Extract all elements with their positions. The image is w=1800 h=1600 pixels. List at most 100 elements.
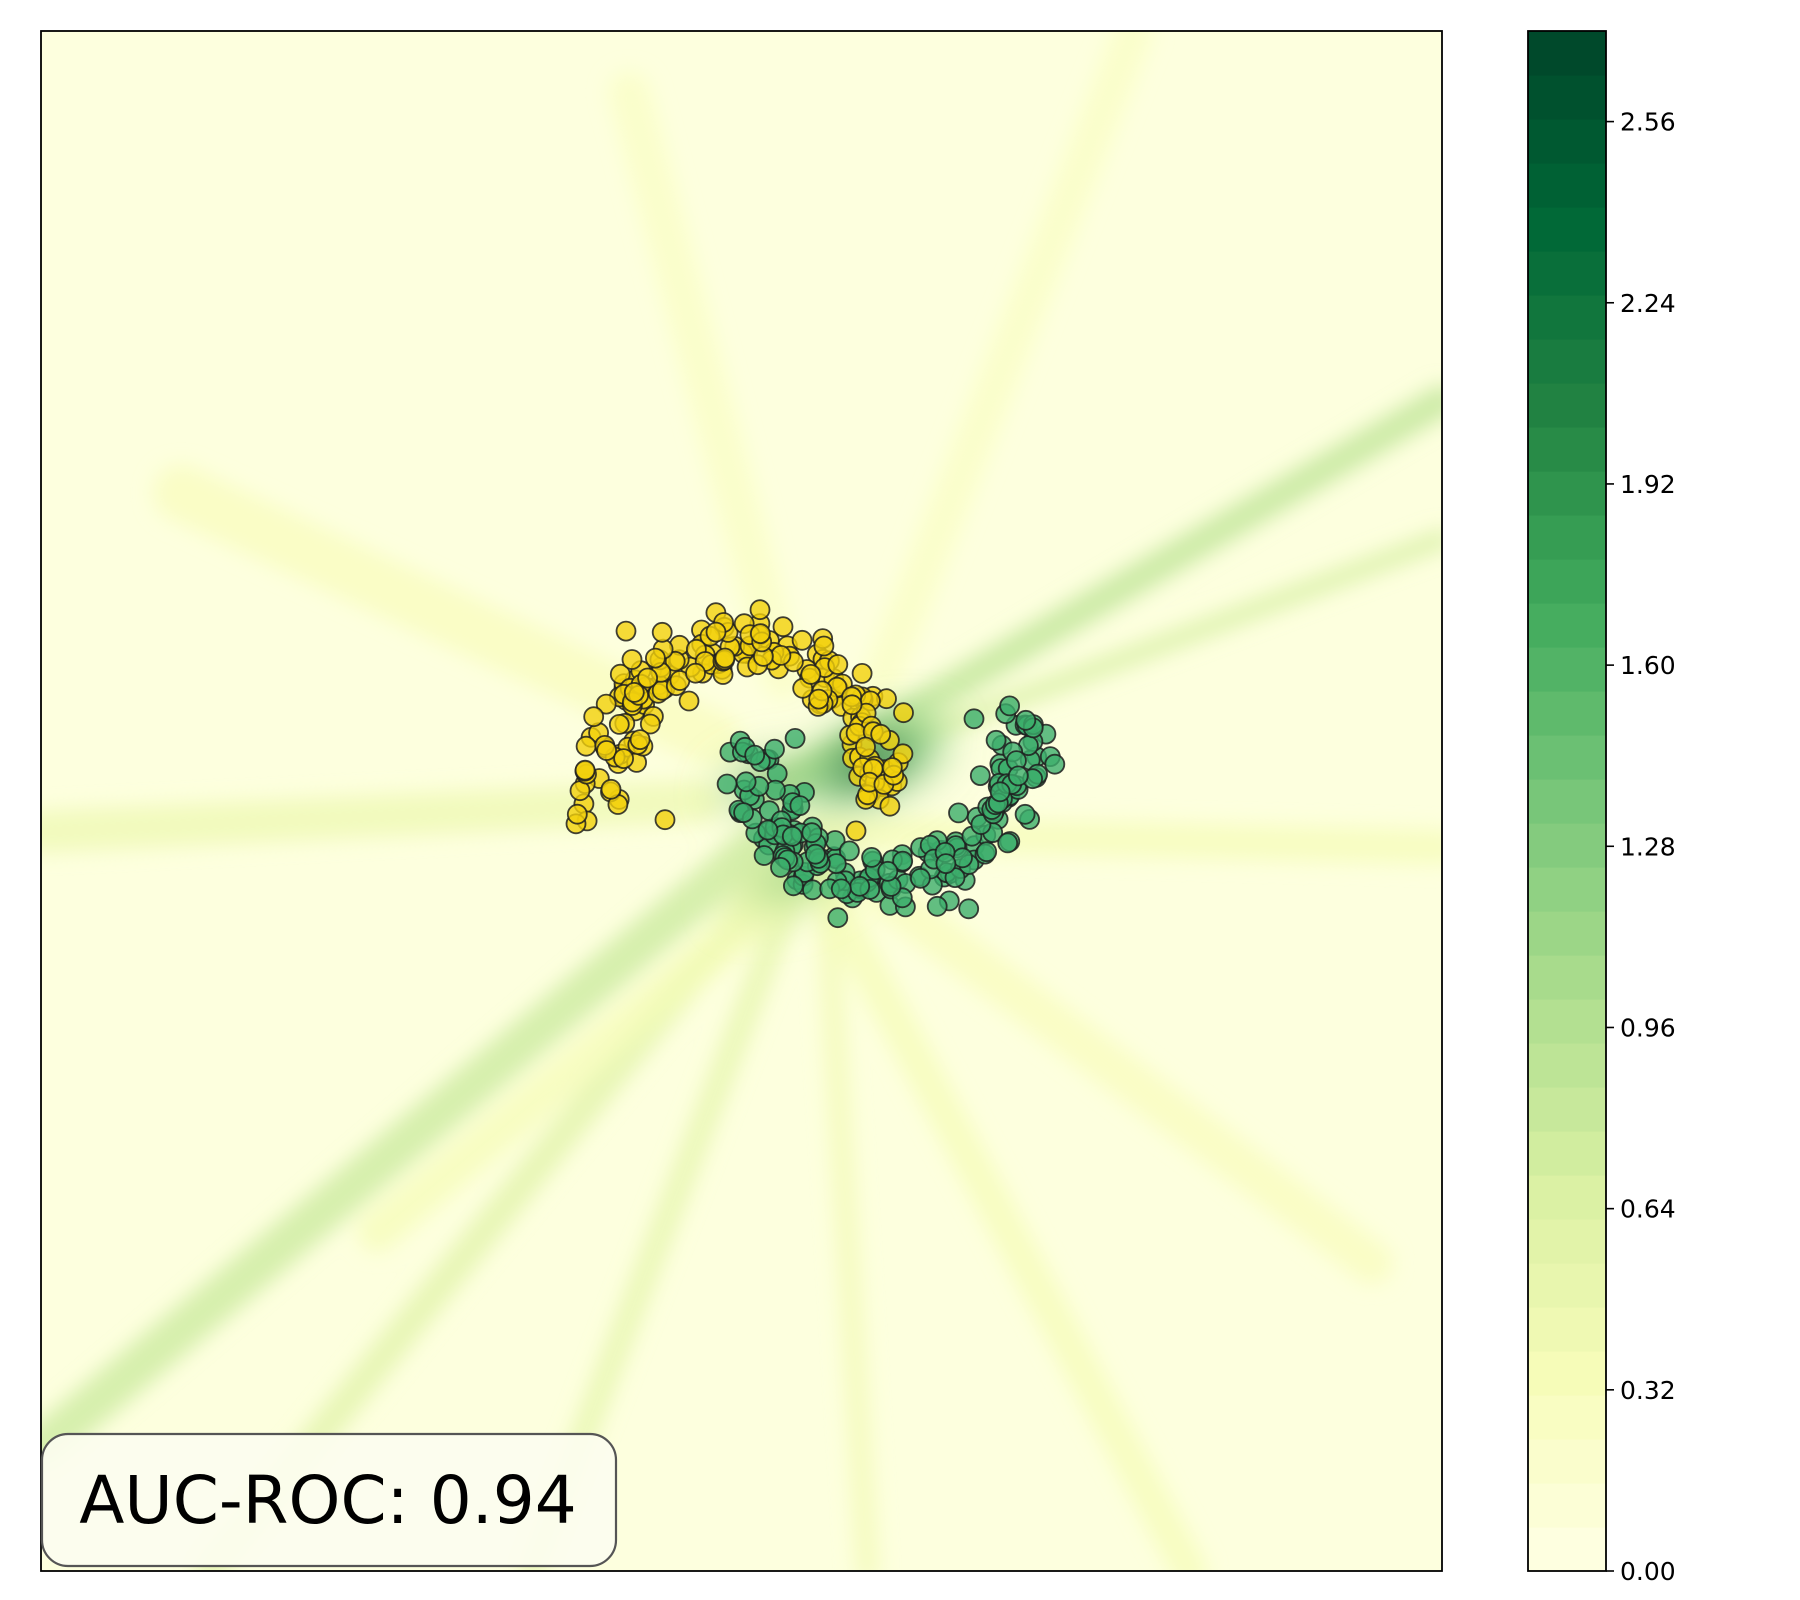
scatter-point-class-0 (639, 713, 661, 735)
colorbar-band (1528, 1263, 1606, 1308)
scatter-point-class-0 (813, 635, 835, 657)
scatter-point-class-1 (770, 857, 791, 878)
scatter-point-class-1 (827, 907, 849, 929)
scatter-point-class-1 (805, 843, 826, 865)
scatter-point-class-0 (608, 714, 630, 735)
scatter-point-class-1 (849, 875, 871, 897)
colorbar-tick-label: 2.56 (1620, 108, 1676, 137)
colorbar-band (1528, 955, 1606, 1000)
scatter-point-class-0 (791, 629, 813, 651)
heatmap-streak (857, 529, 1442, 765)
scatter-point-class-1 (926, 895, 948, 917)
scatter-point-class-1 (1014, 803, 1036, 825)
scatter-point-class-0 (705, 621, 727, 643)
colorbar-frame (1527, 30, 1607, 1572)
scatter-point-class-0 (845, 820, 867, 842)
scatter-point-class-1 (801, 822, 823, 844)
scatter-point-class-1 (1007, 765, 1029, 787)
scatter-point-class-0 (613, 748, 634, 769)
scatter-point-class-1 (958, 898, 980, 920)
scatter-point-class-1 (985, 729, 1007, 751)
scatter-point-class-1 (764, 738, 785, 760)
scatter-point-class-0 (566, 803, 588, 825)
scatter-point-class-0 (600, 778, 622, 800)
heatmap-streak (41, 826, 777, 1469)
colorbar-band (1528, 1439, 1606, 1484)
scatter-point-class-0 (651, 621, 673, 643)
colorbar-band (1528, 1087, 1606, 1132)
scatter-point-class-0 (645, 647, 666, 669)
scatter-point-class-1 (753, 845, 775, 866)
heatmap-streak (794, 814, 1442, 865)
auc-annotation-box (40, 1432, 618, 1568)
scatter-point-class-0 (892, 743, 914, 765)
scatter-point-class-0 (881, 757, 903, 778)
colorbar-band (1528, 1219, 1606, 1264)
colorbar-band (1528, 471, 1606, 516)
colorbar: 0.00 0.32 0.64 0.96 1.28 1.60 1.92 2.24 2.56 (1527, 30, 1676, 1586)
scatter-point-class-0 (893, 702, 914, 724)
colorbar-band (1528, 251, 1606, 296)
heatmap-streak (814, 866, 879, 1571)
scatter-point-class-1 (969, 765, 991, 786)
scatter-point-class-0 (827, 654, 849, 675)
scatter-point-class-1 (1044, 753, 1066, 775)
scatter-point-class-0 (808, 688, 830, 710)
scatter-point-class-0 (800, 664, 822, 685)
plot-area (41, 31, 1442, 1571)
scatter-point-class-0 (654, 809, 676, 831)
scatter-point-class-0 (750, 623, 771, 644)
scatter-point-class-0 (879, 795, 901, 817)
colorbar-band (1528, 383, 1606, 428)
scatter-point-class-0 (609, 663, 631, 685)
scatter-point-class-1 (999, 695, 1020, 717)
scatter-point-class-1 (989, 781, 1011, 803)
scatter-point-class-0 (841, 694, 863, 716)
heatmap-streak (861, 31, 1154, 698)
colorbar-band (1528, 1395, 1606, 1440)
scatter-point-class-0 (623, 682, 645, 703)
scatter-point-class-0 (637, 667, 658, 689)
scatter-point-class-1 (910, 867, 931, 889)
colorbar-band (1528, 735, 1606, 780)
colorbar-band (1528, 911, 1606, 956)
scatter-point-class-1 (976, 841, 998, 863)
auc-annotation: AUC-ROC: 0.94 (40, 1432, 618, 1568)
colorbar-band (1528, 999, 1606, 1044)
scatter-point-class-0 (851, 663, 873, 684)
scatter-point-class-1 (789, 795, 811, 816)
colorbar-band (1528, 119, 1606, 164)
colorbar-band (1528, 75, 1606, 120)
colorbar-tick-label: 0.32 (1620, 1376, 1676, 1405)
colorbar-tick-label: 0.00 (1620, 1557, 1676, 1586)
auc-annotation-text: AUC-ROC: 0.94 (79, 1462, 576, 1539)
scatter-point-class-0 (595, 693, 617, 715)
scatter-point-class-1 (877, 860, 899, 882)
scatter-point-class-0 (685, 662, 706, 684)
colorbar-tick-label: 1.28 (1620, 832, 1676, 861)
scatter-point-class-0 (770, 645, 792, 666)
scatter-point-class-0 (678, 690, 700, 712)
scatter-point-class-1 (948, 802, 969, 824)
scatter-point-class-1 (735, 771, 757, 793)
heatmap-streak (608, 71, 805, 699)
colorbar-band (1528, 295, 1606, 340)
scatter-point-class-1 (892, 850, 914, 872)
heatmap-streak (860, 872, 1393, 1285)
scatter-point-class-1 (733, 802, 754, 823)
scatter-points (565, 599, 1066, 929)
scatter-point-class-1 (861, 847, 882, 868)
colorbar-band (1528, 1351, 1606, 1396)
scatter-point-class-1 (716, 773, 738, 795)
scatter-point-class-0 (629, 729, 651, 750)
scatter-point-class-1 (802, 879, 823, 901)
colorbar-band (1528, 779, 1606, 824)
scatter-point-class-0 (583, 706, 605, 728)
colorbar-band (1528, 339, 1606, 384)
scatter-point-class-0 (870, 723, 892, 745)
colorbar-band (1528, 207, 1606, 252)
colorbar-band (1528, 1307, 1606, 1352)
colorbar-band (1528, 691, 1606, 736)
scatter-point-class-0 (574, 759, 596, 781)
colorbar-tick-label: 1.92 (1620, 470, 1676, 499)
